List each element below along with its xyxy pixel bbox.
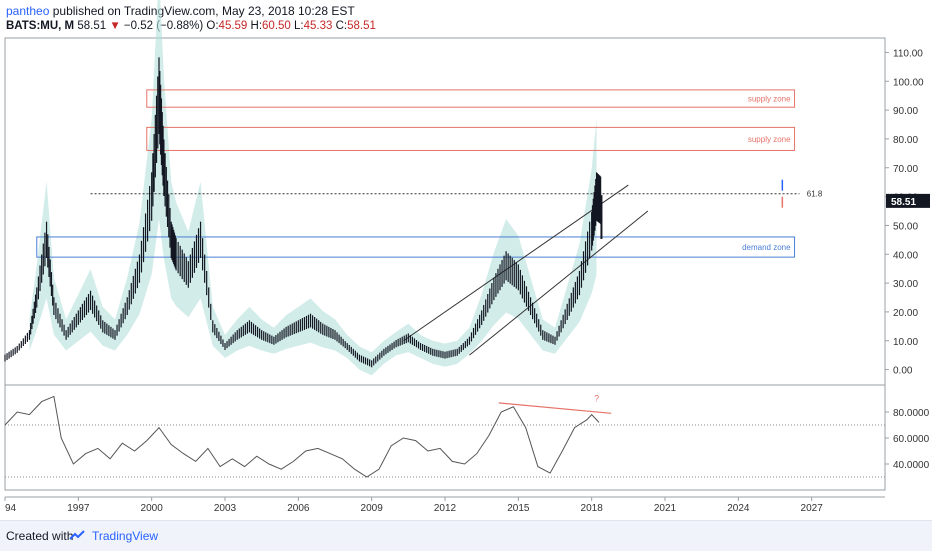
price-change: −0.52 (−0.88%) [123, 20, 204, 32]
time-tick-label: 2018 [581, 503, 604, 514]
ticker-legend: BATS:MU, M 58.51 ▼ −0.52 (−0.88%) O:45.5… [6, 19, 376, 33]
symbol-label: BATS:MU, M [6, 20, 75, 32]
close-value: 58.51 [347, 20, 376, 32]
tradingview-link[interactable]: TradingView [92, 529, 159, 543]
rsi-tick-label: 60.0000 [893, 434, 930, 445]
divergence-question-label: ? [594, 394, 599, 404]
rsi-tick-label: 40.0000 [893, 460, 930, 471]
fib-level-label: 61.8 [807, 190, 823, 199]
tradingview-logo-icon [69, 530, 85, 540]
open-label: O: [206, 20, 219, 32]
current-price-label: 58.51 [891, 197, 916, 208]
publish-info: published on TradingView.com, May 23, 20… [52, 4, 355, 18]
price-tick-label: 20.00 [893, 308, 918, 319]
time-tick-label: 2012 [434, 503, 457, 514]
time-tick-label: 2021 [654, 503, 677, 514]
price-tick-label: 0.00 [893, 366, 913, 377]
bollinger-band [29, 0, 597, 376]
price-tick-label: 110.00 [893, 48, 923, 59]
price-tick-label: 10.00 [893, 337, 918, 348]
supply-zone-label: supply zone [748, 95, 791, 104]
publish-header: pantheo published on TradingView.com, Ma… [6, 4, 355, 18]
low-value: 45.33 [303, 20, 333, 32]
high-value: 60.50 [262, 20, 291, 32]
author-link[interactable]: pantheo [6, 4, 50, 18]
created-with-label: Created with [6, 529, 74, 543]
supply-zone-label: supply zone [748, 135, 791, 144]
open-value: 45.59 [218, 20, 248, 32]
price-tick-label: 30.00 [893, 279, 918, 290]
price-tick-label: 50.00 [893, 221, 918, 232]
time-tick-label: 94 [5, 503, 17, 514]
rsi-divergence-line [498, 402, 612, 414]
current-price-badge [886, 193, 930, 208]
time-tick-label: 2006 [287, 503, 310, 514]
last-price: 58.51 [77, 20, 107, 32]
rsi-line [4, 395, 600, 478]
time-tick-label: 2003 [214, 503, 237, 514]
price-tick-label: 100.00 [893, 77, 924, 88]
time-tick-label: 2015 [507, 503, 530, 514]
plot-frame [4, 37, 886, 491]
demand-zone-label: demand zone [742, 243, 791, 252]
demand-zone-box [36, 236, 796, 258]
time-tick-label: 2024 [727, 503, 750, 514]
supply-zone-box [146, 126, 796, 151]
time-tick-label: 2027 [801, 503, 824, 514]
down-arrow-icon: ▼ [109, 20, 121, 32]
rsi-tick-label: 80.0000 [893, 408, 930, 419]
time-tick-label: 2000 [141, 503, 164, 514]
channel-lower-line [469, 210, 649, 356]
time-tick-label: 2009 [361, 503, 384, 514]
high-label: H: [250, 20, 263, 32]
price-tick-label: 70.00 [893, 164, 918, 175]
price-tick-label: 40.00 [893, 250, 918, 261]
close-label: C: [335, 20, 348, 32]
footer-bar: Created with TradingView [0, 520, 932, 551]
price-tick-label: 80.00 [893, 135, 918, 146]
supply-zone-box [146, 89, 796, 108]
time-tick-label: 1997 [67, 503, 90, 514]
price-tick-label: 90.00 [893, 106, 918, 117]
low-label: L: [294, 20, 304, 32]
price-chart[interactable]: 110.00100.0090.0080.0070.0060.0050.0040.… [0, 0, 932, 520]
